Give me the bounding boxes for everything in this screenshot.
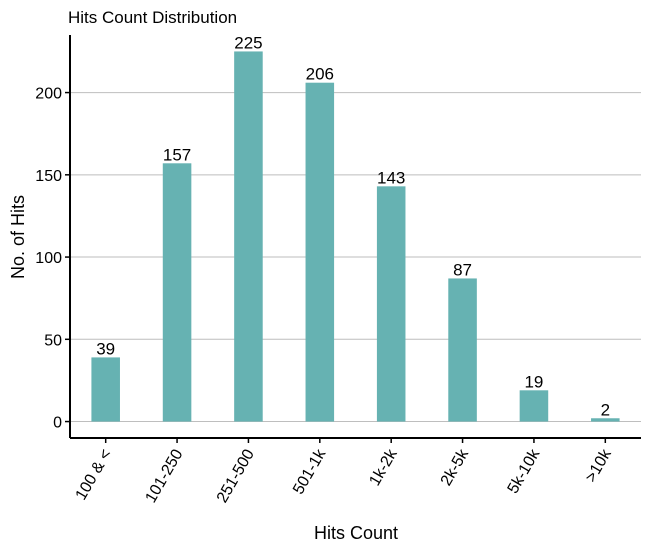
data-label: 143 — [377, 168, 405, 187]
chart-title: Hits Count Distribution — [68, 8, 237, 27]
bars-group — [91, 51, 620, 422]
y-axis-title: No. of Hits — [8, 195, 28, 279]
y-tick-label: 50 — [44, 332, 62, 349]
y-tick-label: 150 — [35, 168, 62, 185]
x-axis-title: Hits Count — [314, 523, 398, 543]
x-tick-label: 2k-5k — [438, 446, 473, 489]
x-tick-label: 501-1k — [290, 446, 330, 498]
data-label: 87 — [453, 260, 472, 279]
bar — [91, 357, 120, 422]
bar — [519, 390, 549, 422]
y-tick-label: 100 — [35, 250, 62, 267]
data-label: 225 — [234, 33, 262, 52]
data-label: 157 — [163, 145, 191, 164]
bar — [591, 418, 620, 422]
x-tick-label: 100 & < — [73, 447, 116, 504]
bar — [376, 186, 406, 422]
x-tick-label: 5k-10k — [505, 446, 544, 497]
x-axis-ticks: 100 & < 101-250 251-500 501-1k 1k-2k 2k-5k 5k-… — [73, 438, 615, 506]
x-tick-label: 1k-2k — [366, 446, 401, 489]
x-tick-label: 101-250 — [142, 446, 186, 505]
bar — [448, 278, 477, 422]
x-tick-label: >10k — [582, 446, 615, 486]
y-tick-label: 0 — [53, 415, 62, 432]
data-label: 19 — [524, 372, 543, 391]
y-tick-label: 200 — [35, 86, 62, 103]
data-label: 2 — [601, 400, 610, 419]
data-labels-group: 39 157 225 206 143 87 19 2 — [96, 33, 610, 419]
bar — [162, 163, 192, 422]
bar — [305, 82, 335, 422]
data-label: 39 — [96, 339, 115, 358]
bar — [234, 51, 263, 422]
gridlines — [70, 92, 641, 423]
y-axis-ticks: 0 50 100 150 200 — [35, 86, 70, 432]
x-tick-label: 251-500 — [214, 446, 258, 505]
data-label: 206 — [306, 65, 334, 84]
